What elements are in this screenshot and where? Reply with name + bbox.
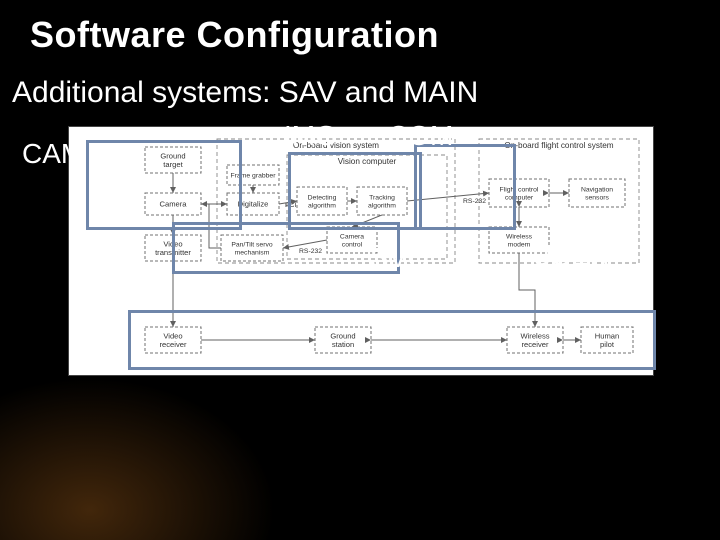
- slide-subtitle: Additional systems: SAV and MAIN: [12, 76, 478, 110]
- svg-text:Trackingalgorithm: Trackingalgorithm: [368, 195, 396, 210]
- slide: Software Configuration Additional system…: [0, 0, 720, 540]
- svg-text:Pan/Tilt servomechanism: Pan/Tilt servomechanism: [231, 242, 273, 257]
- svg-text:Digitalize: Digitalize: [238, 200, 269, 209]
- callout-label-user: USER: [532, 240, 610, 272]
- slide-title: Software Configuration: [30, 14, 439, 56]
- callout-label-com: COM: [388, 120, 453, 152]
- svg-text:Vision computer: Vision computer: [338, 157, 397, 166]
- callout-label-cam: CAM: [22, 138, 84, 170]
- svg-text:Groundstation: Groundstation: [330, 331, 355, 349]
- svg-text:On-board flight control system: On-board flight control system: [504, 141, 613, 150]
- svg-text:Wirelessmodem: Wirelessmodem: [506, 234, 533, 249]
- svg-text:RS-232: RS-232: [463, 198, 486, 205]
- svg-text:RS-232: RS-232: [299, 248, 322, 255]
- callout-label-img: IMG: [284, 120, 337, 152]
- svg-text:Flight controlcomputer: Flight controlcomputer: [500, 187, 539, 202]
- svg-text:Wirelessreceiver: Wirelessreceiver: [520, 331, 549, 349]
- svg-text:Frame grabber: Frame grabber: [231, 172, 277, 179]
- svg-text:Groundtarget: Groundtarget: [160, 151, 185, 169]
- callout-label-svo: SVO: [370, 242, 429, 274]
- vignette-glow: [0, 360, 300, 540]
- svg-text:Navigationsensors: Navigationsensors: [581, 187, 613, 202]
- svg-text:Detectingalgorithm: Detectingalgorithm: [308, 195, 337, 210]
- svg-text:Cameracontrol: Cameracontrol: [340, 234, 364, 249]
- svg-text:Camera: Camera: [159, 200, 187, 209]
